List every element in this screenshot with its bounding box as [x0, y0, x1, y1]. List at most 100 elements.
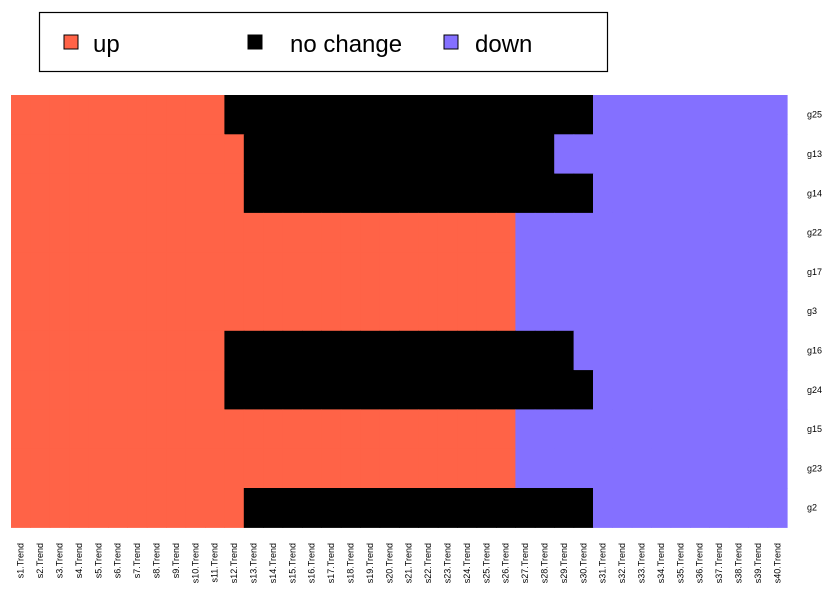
- heatmap-cell-g23-s31.Trend: [593, 448, 613, 489]
- heatmap-cell-g24-s34.Trend: [651, 370, 672, 410]
- heatmap-cell-g23-s22.Trend: [418, 448, 439, 489]
- heatmap-cell-g22-s31.Trend: [593, 212, 613, 253]
- heatmap-cell-g2-s40.Trend: [767, 488, 788, 528]
- heatmap-cell-g25-s20.Trend: [379, 95, 400, 135]
- heatmap-cell-g24-s35.Trend: [670, 370, 691, 410]
- heatmap-cell-g14-s34.Trend: [651, 173, 672, 214]
- heatmap-cell-g22-s14.Trend: [263, 212, 284, 253]
- heatmap-cell-g23-s4.Trend: [69, 448, 90, 489]
- heatmap-cell-g2-s24.Trend: [457, 488, 478, 528]
- heatmap-cell-g22-s24.Trend: [457, 212, 478, 253]
- heatmap-cell-g17-s33.Trend: [631, 252, 652, 293]
- column-label-s12.Trend: s12.Trend: [229, 543, 239, 583]
- heatmap-cell-g23-s28.Trend: [534, 448, 555, 489]
- heatmap-cell-g15-s17.Trend: [321, 409, 342, 450]
- heatmap-cell-g17-s5.Trend: [88, 252, 109, 293]
- heatmap-cell-g13-s7.Trend: [127, 134, 148, 175]
- heatmap-cell-g25-s19.Trend: [360, 95, 381, 135]
- heatmap-cell-g17-s34.Trend: [651, 252, 672, 293]
- heatmap-cell-g25-s2.Trend: [30, 95, 51, 135]
- heatmap-cell-g16-s22.Trend: [418, 330, 439, 371]
- heatmap-cell-g15-s29.Trend: [554, 409, 575, 450]
- heatmap-cell-g3-s22.Trend: [418, 291, 439, 332]
- heatmap-cell-g24-s36.Trend: [690, 370, 710, 410]
- heatmap-cell-g17-s4.Trend: [69, 252, 90, 293]
- heatmap-cell-g14-s2.Trend: [30, 173, 51, 214]
- heatmap-cell-g17-s37.Trend: [709, 252, 730, 293]
- heatmap-cell-g22-s2.Trend: [30, 212, 51, 253]
- row-label-g17: g17: [807, 267, 822, 277]
- heatmap-cell-g16-s33.Trend: [631, 330, 652, 371]
- heatmap-cell-g23-s36.Trend: [690, 448, 710, 489]
- heatmap-cell-g16-s19.Trend: [360, 330, 381, 371]
- heatmap-cell-g17-s8.Trend: [146, 252, 167, 293]
- heatmap-cell-g24-s14.Trend: [263, 370, 284, 410]
- heatmap-cell-g17-s29.Trend: [554, 252, 575, 293]
- heatmap-cell-g14-s37.Trend: [709, 173, 730, 214]
- row-labels: g25 g13 g14 g22 g17 g3 g16 g24 g15 g23 g2: [807, 110, 822, 513]
- legend-entry-down: down: [443, 31, 532, 58]
- heatmap-cell-g24-s1.Trend: [11, 370, 31, 410]
- heatmap-cell-g22-s18.Trend: [340, 212, 361, 253]
- heatmap-cell-g2-s17.Trend: [321, 488, 342, 528]
- heatmap-cell-g24-s13.Trend: [243, 370, 264, 410]
- heatmap-cell-g22-s16.Trend: [302, 212, 322, 253]
- heatmap-cell-g3-s5.Trend: [88, 291, 109, 332]
- heatmap-cell-g3-s28.Trend: [534, 291, 555, 332]
- heatmap-cell-g22-s33.Trend: [631, 212, 652, 253]
- heatmap-cell-g24-s21.Trend: [399, 370, 419, 410]
- row-label-g25: g25: [807, 110, 822, 120]
- heatmap-cell-g22-s38.Trend: [728, 212, 749, 253]
- heatmap-cell-g13-s4.Trend: [69, 134, 90, 175]
- row-label-g24: g24: [807, 385, 822, 395]
- heatmap-cell-g22-s6.Trend: [108, 212, 128, 253]
- heatmap-cell-g22-s1.Trend: [11, 212, 31, 253]
- heatmap-cell-g17-s9.Trend: [166, 252, 187, 293]
- heatmap-cell-g15-s24.Trend: [457, 409, 478, 450]
- heatmap-cell-g25-s33.Trend: [631, 95, 652, 135]
- column-label-s38.Trend: s38.Trend: [734, 543, 744, 583]
- heatmap-cell-g22-s4.Trend: [69, 212, 90, 253]
- legend-label-no-change: no change: [290, 31, 402, 58]
- heatmap-cell-g23-s33.Trend: [631, 448, 652, 489]
- heatmap-cell-g23-s38.Trend: [728, 448, 749, 489]
- heatmap-cell-g24-s27.Trend: [515, 370, 536, 410]
- heatmap-cell-g24-s2.Trend: [30, 370, 51, 410]
- heatmap-cell-g23-s5.Trend: [88, 448, 109, 489]
- heatmap-cell-g15-s14.Trend: [263, 409, 284, 450]
- heatmap-cell-g22-s37.Trend: [709, 212, 730, 253]
- heatmap-cell-g23-s8.Trend: [146, 448, 167, 489]
- heatmap-cell-g17-s28.Trend: [534, 252, 555, 293]
- heatmap-cell-g16-s21.Trend: [399, 330, 419, 371]
- column-label-s9.Trend: s9.Trend: [171, 543, 181, 578]
- heatmap-cell-g25-s6.Trend: [108, 95, 128, 135]
- heatmap-cell-g2-s20.Trend: [379, 488, 400, 528]
- heatmap-cell-g25-s8.Trend: [146, 95, 167, 135]
- heatmap-cell-g13-s38.Trend: [728, 134, 749, 175]
- heatmap-cell-g24-s8.Trend: [146, 370, 167, 410]
- heatmap-cell-g17-s7.Trend: [127, 252, 148, 293]
- heatmap-cell-g17-s38.Trend: [728, 252, 749, 293]
- heatmap-cell-g23-s12.Trend: [224, 448, 245, 489]
- heatmap-cell-g16-s18.Trend: [340, 330, 361, 371]
- heatmap-cell-g17-s40.Trend: [767, 252, 788, 293]
- heatmap-cell-g22-s26.Trend: [496, 212, 516, 253]
- heatmap-cell-g2-s11.Trend: [205, 488, 225, 528]
- heatmap-cell-g23-s6.Trend: [108, 448, 128, 489]
- column-label-s1.Trend: s1.Trend: [16, 543, 26, 578]
- heatmap-cell-g15-s20.Trend: [379, 409, 400, 450]
- heatmap-cell-g15-s5.Trend: [88, 409, 109, 450]
- heatmap-cell-g16-s10.Trend: [185, 330, 206, 371]
- column-label-s18.Trend: s18.Trend: [346, 543, 356, 583]
- column-label-s3.Trend: s3.Trend: [55, 543, 65, 578]
- heatmap-cell-g14-s28.Trend: [534, 173, 555, 214]
- legend: up no change down: [38, 11, 609, 73]
- heatmap-cell-g13-s36.Trend: [690, 134, 710, 175]
- heatmap-cell-g15-s32.Trend: [612, 409, 633, 450]
- heatmap-cell-g3-s36.Trend: [690, 291, 710, 332]
- column-label-s13.Trend: s13.Trend: [249, 543, 259, 583]
- heatmap-cell-g24-s4.Trend: [69, 370, 90, 410]
- heatmap-cell-g23-s35.Trend: [670, 448, 691, 489]
- heatmap-cell-g17-s25.Trend: [476, 252, 497, 293]
- heatmap-cell-g24-s15.Trend: [282, 370, 303, 410]
